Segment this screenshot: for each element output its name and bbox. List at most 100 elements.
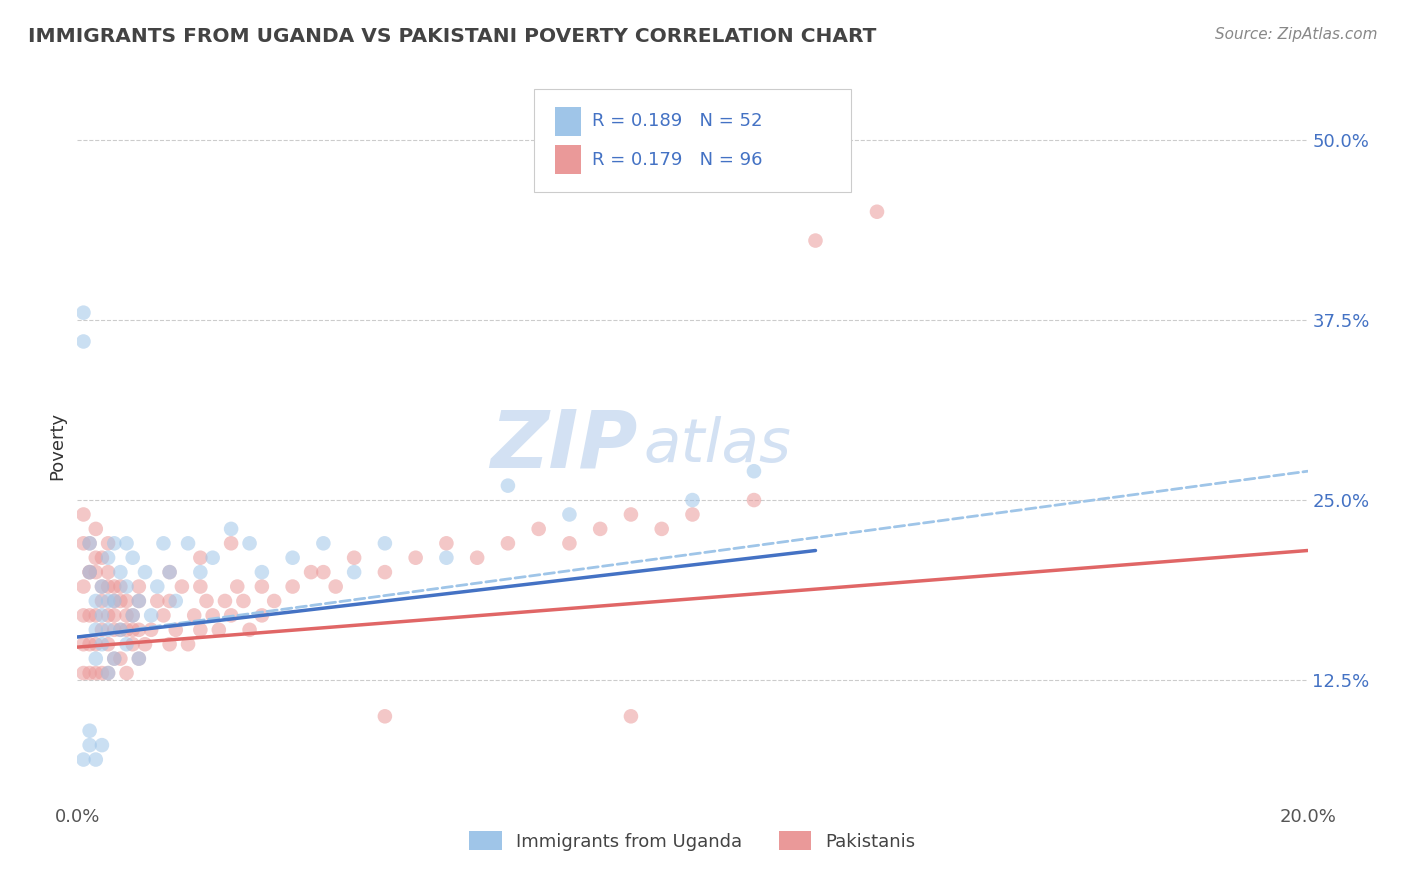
Point bbox=[84, 522, 107, 536]
Point bbox=[281, 550, 304, 565]
Point bbox=[79, 565, 101, 579]
Text: R = 0.189   N = 52: R = 0.189 N = 52 bbox=[592, 112, 762, 130]
Point bbox=[128, 651, 150, 665]
Point bbox=[165, 623, 187, 637]
Point bbox=[263, 594, 285, 608]
Point bbox=[250, 565, 273, 579]
Point bbox=[141, 608, 163, 623]
Point bbox=[110, 623, 132, 637]
Point bbox=[72, 334, 94, 349]
Point bbox=[79, 608, 101, 623]
Point bbox=[79, 666, 101, 681]
Point bbox=[620, 709, 643, 723]
Point bbox=[152, 608, 174, 623]
Point bbox=[121, 550, 143, 565]
Point bbox=[115, 623, 138, 637]
Point bbox=[115, 580, 138, 594]
Point bbox=[110, 623, 132, 637]
Point bbox=[121, 623, 143, 637]
Point bbox=[742, 464, 765, 478]
Point bbox=[79, 723, 101, 738]
Point bbox=[208, 623, 231, 637]
Point bbox=[219, 522, 242, 536]
Point bbox=[312, 565, 335, 579]
Point bbox=[103, 651, 125, 665]
Point bbox=[90, 580, 114, 594]
Point bbox=[195, 594, 218, 608]
Point bbox=[374, 536, 396, 550]
Point bbox=[97, 666, 120, 681]
Point bbox=[97, 565, 120, 579]
Point bbox=[103, 580, 125, 594]
Point bbox=[97, 623, 120, 637]
Point bbox=[115, 594, 138, 608]
Point bbox=[159, 565, 181, 579]
Point bbox=[84, 666, 107, 681]
Point bbox=[79, 565, 101, 579]
Point bbox=[79, 536, 101, 550]
Point bbox=[188, 565, 212, 579]
Text: Source: ZipAtlas.com: Source: ZipAtlas.com bbox=[1215, 27, 1378, 42]
Point bbox=[84, 565, 107, 579]
Point bbox=[239, 623, 262, 637]
Legend: Immigrants from Uganda, Pakistanis: Immigrants from Uganda, Pakistanis bbox=[463, 824, 922, 858]
Point bbox=[72, 580, 94, 594]
Point bbox=[128, 594, 150, 608]
Point bbox=[589, 522, 612, 536]
Point bbox=[84, 594, 107, 608]
Point bbox=[103, 651, 125, 665]
Point bbox=[496, 536, 519, 550]
Point bbox=[866, 204, 889, 219]
Point bbox=[110, 565, 132, 579]
Point bbox=[146, 594, 169, 608]
Point bbox=[72, 536, 94, 550]
Point bbox=[201, 550, 224, 565]
Point bbox=[436, 536, 458, 550]
Point bbox=[682, 493, 704, 508]
Point bbox=[188, 550, 212, 565]
Point bbox=[405, 550, 427, 565]
Text: IMMIGRANTS FROM UGANDA VS PAKISTANI POVERTY CORRELATION CHART: IMMIGRANTS FROM UGANDA VS PAKISTANI POVE… bbox=[28, 27, 876, 45]
Point bbox=[343, 565, 366, 579]
Point bbox=[103, 608, 125, 623]
Point bbox=[84, 651, 107, 665]
Point bbox=[620, 508, 643, 522]
Point bbox=[201, 608, 224, 623]
Point bbox=[165, 594, 187, 608]
Point bbox=[146, 580, 169, 594]
Point bbox=[219, 608, 242, 623]
Point bbox=[90, 623, 114, 637]
Point bbox=[496, 478, 519, 492]
Point bbox=[103, 536, 125, 550]
Point bbox=[128, 623, 150, 637]
Point bbox=[134, 565, 156, 579]
Point bbox=[79, 637, 101, 651]
Point bbox=[97, 594, 120, 608]
Point bbox=[90, 608, 114, 623]
Point bbox=[90, 550, 114, 565]
Point bbox=[90, 637, 114, 651]
Y-axis label: Poverty: Poverty bbox=[48, 412, 66, 480]
Point bbox=[72, 608, 94, 623]
Point bbox=[115, 608, 138, 623]
Point bbox=[188, 623, 212, 637]
Point bbox=[239, 536, 262, 550]
Text: ZIP: ZIP bbox=[489, 407, 637, 485]
Point bbox=[72, 666, 94, 681]
Point bbox=[214, 594, 236, 608]
Point bbox=[72, 306, 94, 320]
Point bbox=[188, 580, 212, 594]
Point bbox=[97, 550, 120, 565]
Point bbox=[128, 594, 150, 608]
Point bbox=[281, 580, 304, 594]
Point bbox=[84, 753, 107, 767]
Point bbox=[72, 637, 94, 651]
Point bbox=[72, 753, 94, 767]
Point bbox=[97, 637, 120, 651]
Point bbox=[103, 594, 125, 608]
Point bbox=[121, 608, 143, 623]
Point bbox=[219, 536, 242, 550]
Point bbox=[177, 536, 200, 550]
Point bbox=[159, 565, 181, 579]
Point bbox=[84, 550, 107, 565]
